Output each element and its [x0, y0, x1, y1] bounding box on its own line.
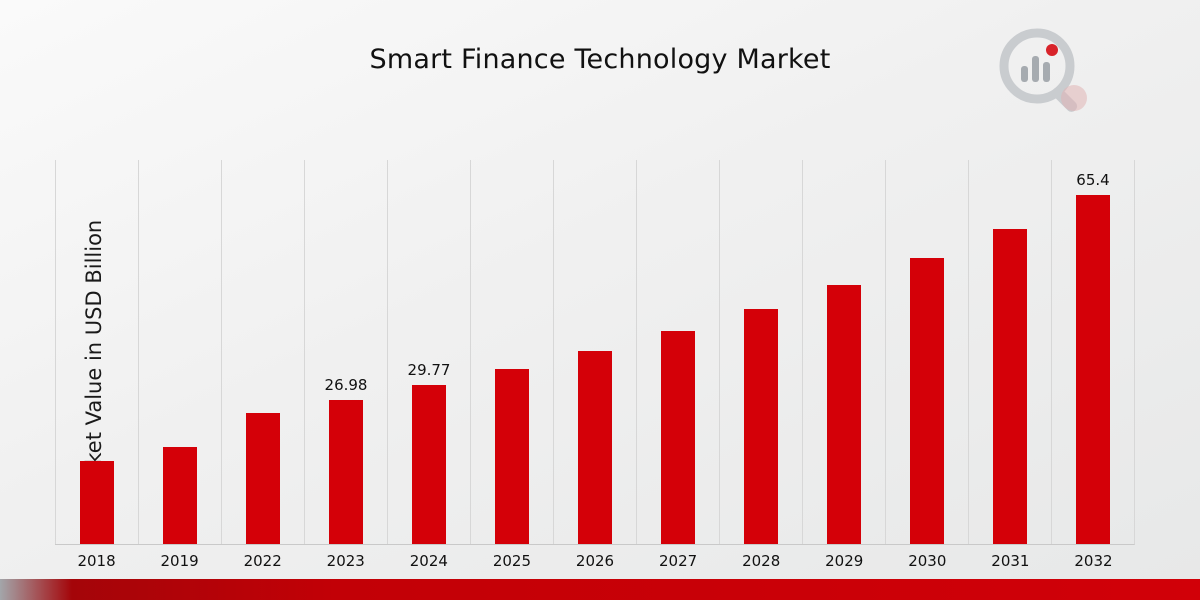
plot-area: 26.98 29.77 65.4: [55, 160, 1135, 545]
category-column-2019: [138, 160, 221, 544]
footer-stripe: [0, 579, 1200, 600]
category-column-2026: [553, 160, 636, 544]
bar-2018: [80, 461, 114, 544]
category-column-2028: [719, 160, 802, 544]
category-column-2018: [55, 160, 138, 544]
x-tick-label-2018: 2018: [77, 552, 116, 570]
category-column-2024: 29.77: [387, 160, 470, 544]
x-tick-label-2022: 2022: [243, 552, 282, 570]
category-column-2031: [968, 160, 1051, 544]
x-tick-label-2031: 2031: [991, 552, 1030, 570]
bar-value-label-2032: 65.4: [1076, 171, 1110, 189]
bar-value-label-2023: 26.98: [324, 376, 368, 394]
x-tick-label-2026: 2026: [575, 552, 615, 570]
magnifier-bar-chart-logo-icon: [999, 28, 1087, 112]
x-tick-label-2028: 2028: [742, 552, 781, 570]
x-tick-label-2030: 2030: [908, 552, 947, 570]
bar-2027: [661, 331, 695, 544]
x-tick-label-2032: 2032: [1074, 552, 1113, 570]
x-tick-label-2027: 2027: [658, 552, 698, 570]
bar-2019: [163, 447, 197, 544]
x-tick-label-2024: 2024: [409, 552, 448, 570]
bar-2031: [993, 229, 1027, 544]
bar-2030: [910, 258, 944, 544]
x-tick-label-2023: 2023: [326, 552, 365, 570]
x-tick-label-2029: 2029: [825, 552, 864, 570]
brand-logo: [995, 22, 1095, 124]
bar-2026: [578, 351, 612, 544]
category-column-2025: [470, 160, 553, 544]
chart-title: Smart Finance Technology Market: [369, 44, 831, 75]
category-column-2023: 26.98: [304, 160, 387, 544]
category-column-2030: [885, 160, 968, 544]
bar-2029: [827, 285, 861, 544]
x-axis: 2018 2019 2022 2023 2024 2025 2026 2027 2028 2029…: [55, 552, 1135, 570]
bar-2024: [412, 385, 446, 544]
bar-2028: [744, 309, 778, 544]
category-column-2029: [802, 160, 885, 544]
bar-2025: [495, 369, 529, 544]
bar-2022: [246, 413, 280, 544]
category-column-2032: 65.4: [1051, 160, 1134, 544]
x-tick-label-2025: 2025: [492, 552, 532, 570]
category-column-2027: [636, 160, 719, 544]
bar-2023: [329, 400, 363, 544]
bar-value-label-2024: 29.77: [407, 361, 451, 379]
bar-2032: [1076, 195, 1110, 544]
category-column-2022: [221, 160, 304, 544]
x-tick-label-2019: 2019: [160, 552, 199, 570]
